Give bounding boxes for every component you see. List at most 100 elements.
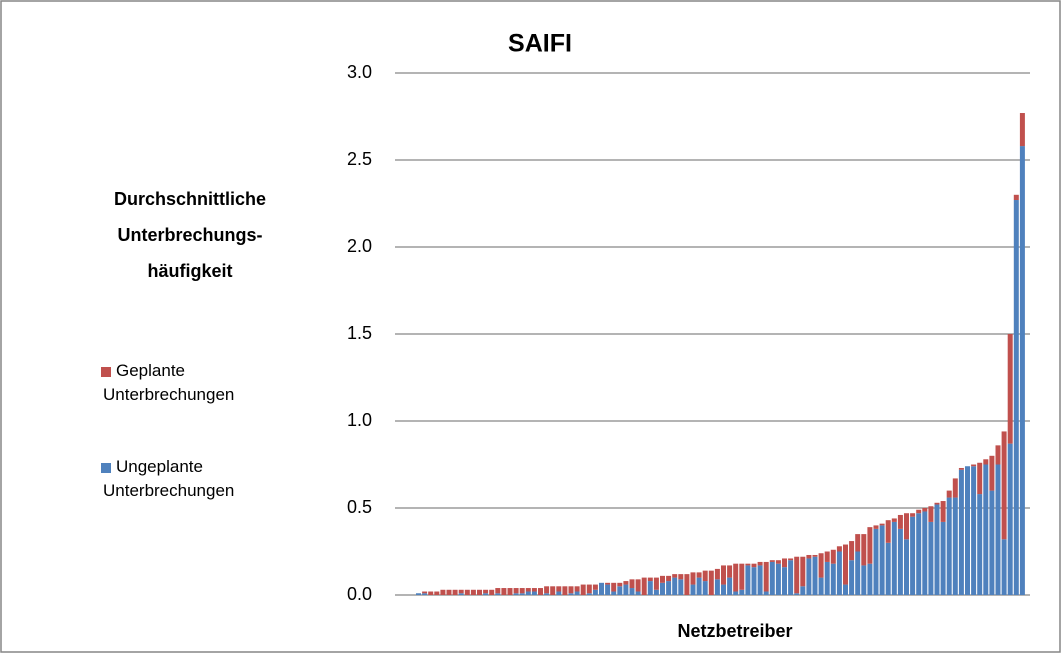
bar-segment	[745, 563, 751, 566]
bar-segment	[806, 554, 812, 559]
bar-segment	[721, 565, 726, 585]
bar-segment	[977, 494, 983, 595]
bar-segment	[769, 561, 775, 595]
bar-segment	[800, 556, 806, 587]
bar-segment	[696, 577, 702, 595]
bar-segment	[928, 521, 934, 595]
bar-segment	[446, 589, 452, 595]
bar-segment	[1007, 443, 1013, 595]
bar-segment	[922, 508, 928, 512]
bar-segment	[519, 593, 525, 595]
bar-segment	[495, 588, 501, 594]
bar-segment	[910, 513, 916, 517]
bar-segment	[879, 523, 885, 526]
bar-segment	[824, 551, 830, 562]
bar-segment	[989, 490, 995, 595]
bar-segment	[519, 588, 525, 594]
bar-segment	[733, 591, 739, 595]
bar-segment	[592, 584, 598, 590]
legend-label: Geplante Unterbrechungen	[103, 361, 234, 404]
y-tick-label: 0.0	[347, 584, 372, 604]
bar-segment	[1007, 334, 1013, 444]
bar-segment	[849, 560, 855, 595]
bar-segment	[702, 581, 708, 595]
bar-segment	[849, 541, 855, 561]
bar-segment	[507, 588, 513, 595]
bar-segment	[751, 567, 757, 595]
y-tick-label: 1.5	[347, 323, 372, 343]
bar-segment	[830, 549, 836, 564]
bar-segment	[897, 514, 903, 529]
bar-segment	[470, 589, 476, 595]
bar-segment	[525, 588, 531, 592]
bar-segment	[556, 591, 562, 595]
bar-segment	[763, 591, 769, 595]
bar-segment	[684, 574, 690, 595]
legend-swatch	[101, 463, 111, 473]
bar-segment	[666, 575, 672, 582]
bar-segment	[952, 497, 958, 595]
bar-segment	[434, 591, 440, 595]
bar-segment	[556, 586, 562, 592]
bar-segment	[775, 560, 781, 564]
bar-segment	[818, 577, 824, 595]
bar-segment	[501, 588, 507, 595]
bar-segment	[428, 591, 434, 595]
bar-segment	[806, 558, 812, 595]
bar-segment	[775, 563, 781, 595]
bar-segment	[617, 582, 623, 587]
bar-segment	[660, 575, 665, 583]
bar-segment	[794, 593, 800, 595]
bar-segment	[751, 563, 757, 568]
bar-segment	[568, 586, 574, 594]
bar-segment	[745, 565, 751, 595]
bar-segment	[818, 553, 824, 578]
bar-segment	[782, 558, 787, 568]
bar-segment	[855, 551, 861, 595]
bar-segment	[647, 577, 653, 582]
bar-segment	[416, 593, 421, 595]
bar-segment	[721, 584, 726, 595]
bar-segment	[934, 504, 940, 595]
bar-segment	[611, 591, 617, 595]
bar-segment	[1001, 431, 1007, 540]
bar-segment	[1019, 146, 1025, 595]
bar-segment	[885, 542, 891, 595]
bar-segment	[531, 591, 537, 595]
bar-segment	[867, 563, 873, 595]
bar-segment	[794, 556, 800, 594]
bar-segment	[983, 459, 989, 465]
bar-segment	[635, 591, 641, 595]
y-tick-label: 2.0	[347, 236, 372, 256]
bar-segment	[708, 570, 714, 595]
bar-segment	[928, 506, 934, 522]
bar-segment	[489, 589, 495, 595]
bar-segment	[971, 464, 977, 467]
bar-segment	[580, 584, 586, 595]
y-tick-label: 2.5	[347, 149, 372, 169]
bar-segment	[611, 582, 617, 592]
bar-segment	[483, 593, 489, 595]
bar-segment	[513, 593, 519, 595]
bar-segment	[843, 544, 848, 585]
bar-segment	[812, 556, 818, 595]
bar-segment	[861, 565, 867, 595]
bar-segment	[538, 588, 543, 595]
bar-segment	[885, 520, 891, 543]
bar-segment	[690, 572, 696, 585]
bar-segment	[855, 534, 861, 552]
bar-segment	[800, 586, 806, 595]
bar-segment	[1019, 113, 1025, 147]
bar-segment	[660, 582, 665, 595]
bar-segment	[965, 466, 970, 595]
y-tick-label: 3.0	[347, 62, 372, 82]
bar-segment	[513, 588, 519, 594]
bar-segment	[714, 568, 720, 580]
bar-segment	[995, 445, 1001, 465]
bar-segment	[824, 561, 830, 595]
bar-segment	[977, 462, 983, 495]
bar-segment	[605, 582, 611, 585]
bar-segment	[629, 588, 635, 595]
bar-segment	[891, 518, 897, 522]
